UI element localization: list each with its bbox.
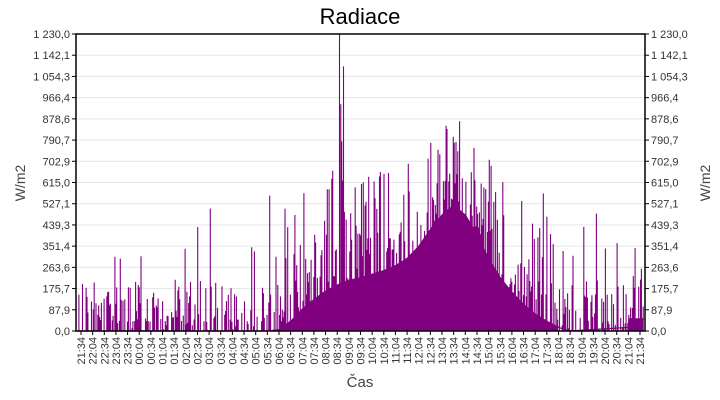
svg-text:02:34: 02:34: [192, 337, 204, 365]
svg-text:22:34: 22:34: [99, 337, 111, 365]
svg-text:13:04: 13:04: [437, 337, 449, 365]
svg-text:00:34: 00:34: [146, 337, 158, 365]
svg-text:04:04: 04:04: [227, 337, 239, 365]
svg-text:1 142,1: 1 142,1: [651, 50, 688, 62]
svg-text:14:04: 14:04: [460, 337, 472, 365]
svg-text:00:04: 00:04: [134, 337, 146, 365]
svg-text:263,6: 263,6: [651, 262, 679, 274]
svg-text:0,0: 0,0: [651, 326, 666, 338]
svg-text:1 230,0: 1 230,0: [651, 29, 688, 41]
svg-text:20:04: 20:04: [600, 337, 612, 365]
svg-text:1 230,0: 1 230,0: [33, 29, 70, 41]
svg-text:08:34: 08:34: [332, 337, 344, 365]
svg-text:175,7: 175,7: [651, 284, 679, 296]
svg-text:02:04: 02:04: [181, 337, 193, 365]
svg-text:0,0: 0,0: [55, 326, 70, 338]
svg-text:07:34: 07:34: [309, 337, 321, 365]
svg-text:18:34: 18:34: [565, 337, 577, 365]
svg-text:87,9: 87,9: [49, 305, 70, 317]
svg-text:527,1: 527,1: [651, 199, 679, 211]
svg-text:06:04: 06:04: [274, 337, 286, 365]
svg-text:06:34: 06:34: [286, 337, 298, 365]
svg-text:10:04: 10:04: [367, 337, 379, 365]
svg-text:1 054,3: 1 054,3: [33, 71, 70, 83]
svg-text:18:04: 18:04: [553, 337, 565, 365]
x-axis: 21:34 22:04 22:34 23:04 23:34 00:04 00:34 01:04…: [76, 331, 647, 365]
svg-text:966,4: 966,4: [42, 93, 70, 105]
svg-text:702,9: 702,9: [651, 156, 679, 168]
svg-text:14:34: 14:34: [472, 337, 484, 365]
svg-text:175,7: 175,7: [42, 284, 70, 296]
svg-text:11:34: 11:34: [402, 337, 414, 364]
svg-text:19:04: 19:04: [577, 337, 589, 365]
svg-text:10:34: 10:34: [379, 337, 391, 365]
svg-text:263,6: 263,6: [42, 262, 70, 274]
svg-text:1 142,1: 1 142,1: [33, 50, 70, 62]
svg-text:22:04: 22:04: [88, 337, 100, 365]
svg-text:439,3: 439,3: [651, 220, 679, 232]
svg-text:08:04: 08:04: [321, 337, 333, 365]
svg-text:09:04: 09:04: [344, 337, 356, 365]
x-axis-label: Čas: [346, 374, 374, 391]
svg-text:12:34: 12:34: [425, 337, 437, 365]
svg-text:527,1: 527,1: [42, 199, 70, 211]
chart-title: Radiace: [319, 4, 401, 29]
svg-text:12:04: 12:04: [414, 337, 426, 365]
svg-text:16:04: 16:04: [507, 337, 519, 365]
svg-text:790,7: 790,7: [42, 135, 70, 147]
svg-text:87,9: 87,9: [651, 305, 672, 317]
y-axis-left: 0,0 87,9 175,7 263,6 351,4 439,3 527,1 615,0 702…: [33, 29, 76, 338]
svg-text:01:34: 01:34: [169, 337, 181, 365]
svg-text:09:34: 09:34: [356, 337, 368, 365]
svg-text:15:04: 15:04: [484, 337, 496, 365]
svg-text:01:04: 01:04: [158, 337, 170, 365]
svg-text:03:34: 03:34: [216, 337, 228, 365]
svg-text:878,6: 878,6: [651, 114, 679, 126]
svg-text:351,4: 351,4: [651, 241, 679, 253]
svg-text:878,6: 878,6: [42, 114, 70, 126]
svg-text:05:34: 05:34: [262, 337, 274, 365]
svg-text:07:04: 07:04: [297, 337, 309, 365]
svg-text:11:04: 11:04: [390, 337, 402, 364]
y-axis-right: 0,0 87,9 175,7 263,6 351,4 439,3 527,1 615,0 702…: [645, 29, 688, 338]
svg-text:19:34: 19:34: [588, 337, 600, 365]
svg-text:702,9: 702,9: [42, 156, 70, 168]
svg-text:17:04: 17:04: [530, 337, 542, 365]
svg-text:790,7: 790,7: [651, 135, 679, 147]
svg-text:03:04: 03:04: [204, 337, 216, 365]
svg-text:615,0: 615,0: [42, 178, 70, 190]
svg-text:966,4: 966,4: [651, 93, 679, 105]
svg-text:351,4: 351,4: [42, 241, 70, 253]
svg-text:16:34: 16:34: [519, 337, 531, 365]
svg-text:615,0: 615,0: [651, 178, 679, 190]
svg-text:23:34: 23:34: [123, 337, 135, 365]
svg-text:21:04: 21:04: [623, 337, 635, 365]
svg-text:15:34: 15:34: [495, 337, 507, 365]
svg-text:1 054,3: 1 054,3: [651, 71, 688, 83]
svg-text:23:04: 23:04: [111, 337, 123, 365]
svg-text:439,3: 439,3: [42, 220, 70, 232]
svg-text:05:04: 05:04: [251, 337, 263, 365]
svg-text:13:34: 13:34: [449, 337, 461, 365]
svg-text:04:34: 04:34: [239, 337, 251, 365]
svg-text:21:34: 21:34: [635, 337, 647, 365]
svg-text:17:34: 17:34: [542, 337, 554, 365]
svg-text:21:34: 21:34: [76, 337, 88, 365]
svg-text:20:34: 20:34: [612, 337, 624, 365]
